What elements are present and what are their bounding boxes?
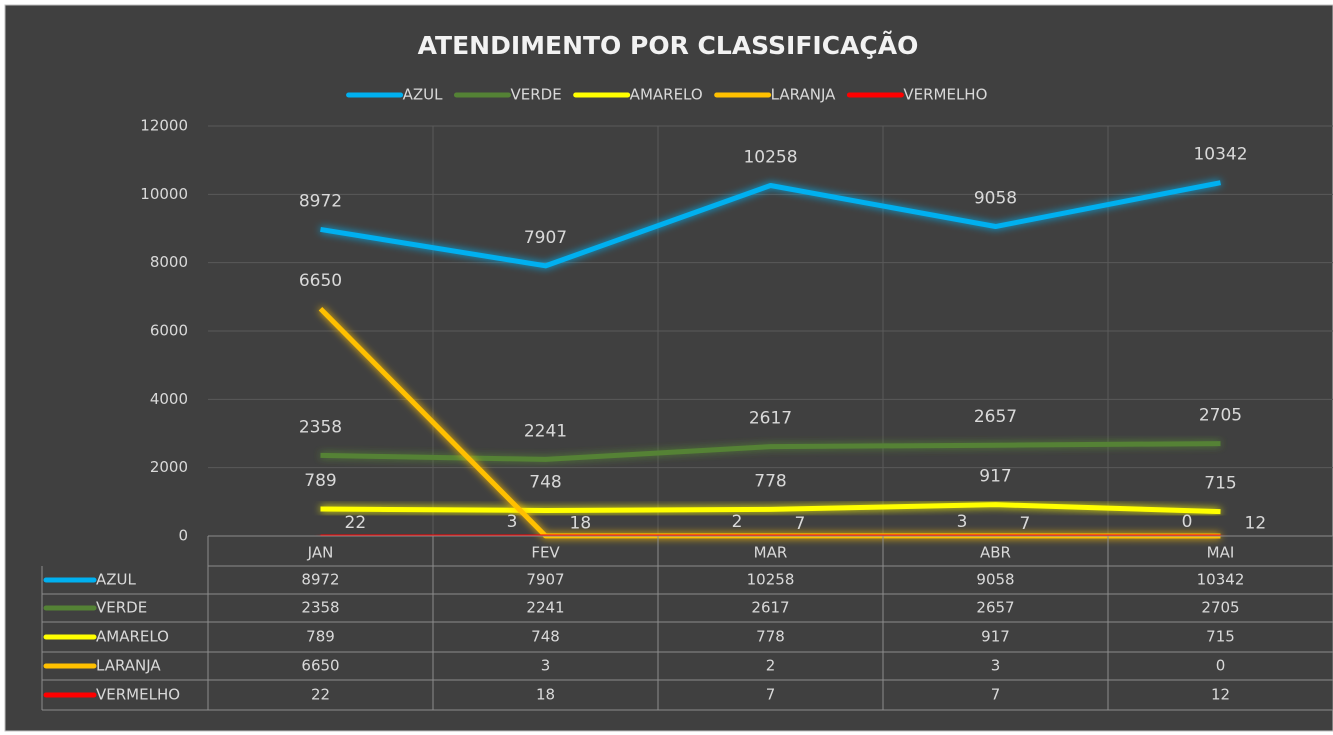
data-label: 7 [1020,514,1031,534]
table-cell: 22 [311,686,330,704]
table-cell: 10258 [747,571,795,589]
y-tick-label: 10000 [140,185,188,203]
x-tick-label: ABR [980,544,1011,562]
table-cell: 8972 [301,571,339,589]
data-label: 3 [507,512,518,532]
table-row-label: LARANJA [96,657,161,675]
x-tick-label: MAR [754,544,788,562]
table-cell: 9058 [976,571,1014,589]
data-label: 9058 [974,189,1017,209]
table-cell: 778 [756,628,785,646]
data-label: 18 [570,513,592,533]
table-cell: 7907 [526,571,564,589]
data-label: 12 [1245,514,1267,534]
table-cell: 18 [536,686,555,704]
table-cell: 3 [541,657,551,675]
table-cell: 7 [766,686,776,704]
data-label: 715 [1204,474,1236,494]
data-label: 10342 [1193,145,1247,165]
data-label: 748 [529,472,561,492]
table-cell: 7 [991,686,1001,704]
table-cell: 2705 [1201,599,1239,617]
table-cell: 6650 [301,657,339,675]
table-cell: 10342 [1197,571,1245,589]
legend-label: AMARELO [630,86,703,104]
data-label: 789 [304,471,336,491]
data-label: 0 [1182,512,1193,532]
x-tick-label: FEV [531,544,560,562]
legend-label: VERMELHO [903,86,987,104]
table-row-label: VERMELHO [96,686,180,704]
table-cell: 789 [306,628,335,646]
table-cell: 2 [766,657,776,675]
legend-label: LARANJA [771,86,836,104]
table-row-label: AMARELO [96,628,169,646]
data-label: 2358 [299,417,342,437]
series-line [320,502,1221,515]
data-label: 917 [979,467,1011,487]
table-cell: 2657 [976,599,1014,617]
x-tick-label: JAN [307,544,334,562]
legend: AZUL VERDE AMARELO LARANJA VERMELHO [346,86,987,104]
data-label: 22 [345,513,367,533]
y-tick-label: 4000 [150,390,188,408]
y-tick-label: 6000 [150,322,188,340]
table-cell: 715 [1206,628,1235,646]
data-label: 7907 [524,228,567,248]
y-tick-label: 2000 [150,458,188,476]
y-tick-label: 0 [178,527,188,545]
table-row-label: VERDE [96,599,147,617]
table-cell: 917 [981,628,1010,646]
data-label: 8972 [299,191,342,211]
table-cell: 2241 [526,599,564,617]
data-label: 2241 [524,421,567,441]
y-tick-label: 8000 [150,253,188,271]
legend-label: AZUL [403,86,444,104]
data-label: 2617 [749,409,792,429]
legend-label: VERDE [510,86,561,104]
table-cell: 748 [531,628,560,646]
table-cell: 0 [1216,657,1226,675]
data-label: 10258 [743,148,797,168]
data-label: 2 [732,512,743,532]
data-label: 7 [795,514,806,534]
table-cell: 2358 [301,599,339,617]
x-tick-label: MAI [1207,544,1235,562]
data-label: 6650 [299,271,342,291]
table-row-label: AZUL [96,571,137,589]
chart-title: ATENDIMENTO POR CLASSIFICAÇÃO [418,31,919,60]
table-cell: 3 [991,657,1001,675]
table-cell: 12 [1211,686,1230,704]
data-label: 2705 [1199,406,1242,426]
data-label: 778 [754,471,786,491]
data-label: 2657 [974,407,1017,427]
data-label: 3 [957,512,968,532]
series-line [320,180,1221,269]
table-cell: 2617 [751,599,789,617]
y-tick-label: 12000 [140,117,188,135]
